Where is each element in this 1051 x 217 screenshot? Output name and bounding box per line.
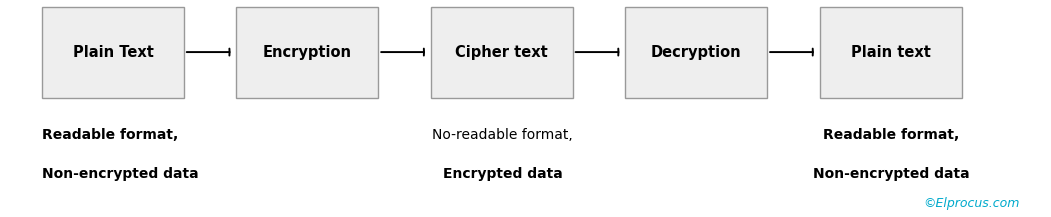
Text: No-readable format,: No-readable format, bbox=[432, 128, 573, 141]
FancyBboxPatch shape bbox=[431, 7, 573, 98]
Text: Non-encrypted data: Non-encrypted data bbox=[812, 167, 970, 181]
Text: Plain text: Plain text bbox=[851, 44, 930, 60]
FancyBboxPatch shape bbox=[820, 7, 962, 98]
Text: Readable format,: Readable format, bbox=[823, 128, 960, 141]
Text: Encryption: Encryption bbox=[263, 44, 352, 60]
FancyBboxPatch shape bbox=[236, 7, 378, 98]
Text: Decryption: Decryption bbox=[651, 44, 742, 60]
Text: Encrypted data: Encrypted data bbox=[442, 167, 562, 181]
Text: Cipher text: Cipher text bbox=[455, 44, 549, 60]
FancyBboxPatch shape bbox=[42, 7, 184, 98]
Text: Readable format,: Readable format, bbox=[42, 128, 179, 141]
Text: Plain Text: Plain Text bbox=[73, 44, 153, 60]
Text: Non-encrypted data: Non-encrypted data bbox=[42, 167, 199, 181]
FancyBboxPatch shape bbox=[625, 7, 767, 98]
Text: ©Elprocus.com: ©Elprocus.com bbox=[923, 197, 1019, 210]
